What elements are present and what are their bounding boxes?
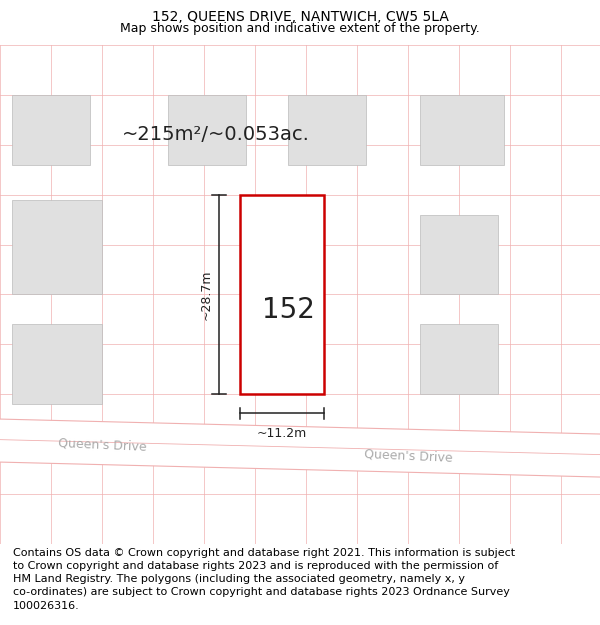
Bar — [420, 324, 498, 394]
Text: Queen's Drive: Queen's Drive — [364, 448, 452, 464]
Text: 152: 152 — [262, 296, 314, 324]
Bar — [12, 199, 102, 294]
Text: ~215m²/~0.053ac.: ~215m²/~0.053ac. — [122, 125, 310, 144]
Bar — [240, 194, 324, 394]
Bar — [12, 95, 90, 165]
Polygon shape — [0, 419, 600, 477]
Bar — [420, 214, 498, 294]
Bar — [12, 324, 102, 404]
Text: ~28.7m: ~28.7m — [199, 269, 212, 319]
Text: Queen's Drive: Queen's Drive — [58, 436, 146, 453]
Bar — [288, 95, 366, 165]
Text: ~11.2m: ~11.2m — [257, 427, 307, 440]
Text: Contains OS data © Crown copyright and database right 2021. This information is : Contains OS data © Crown copyright and d… — [13, 548, 515, 611]
Text: Map shows position and indicative extent of the property.: Map shows position and indicative extent… — [120, 22, 480, 35]
Text: 152, QUEENS DRIVE, NANTWICH, CW5 5LA: 152, QUEENS DRIVE, NANTWICH, CW5 5LA — [152, 10, 448, 24]
Bar — [168, 95, 246, 165]
Bar — [420, 95, 504, 165]
